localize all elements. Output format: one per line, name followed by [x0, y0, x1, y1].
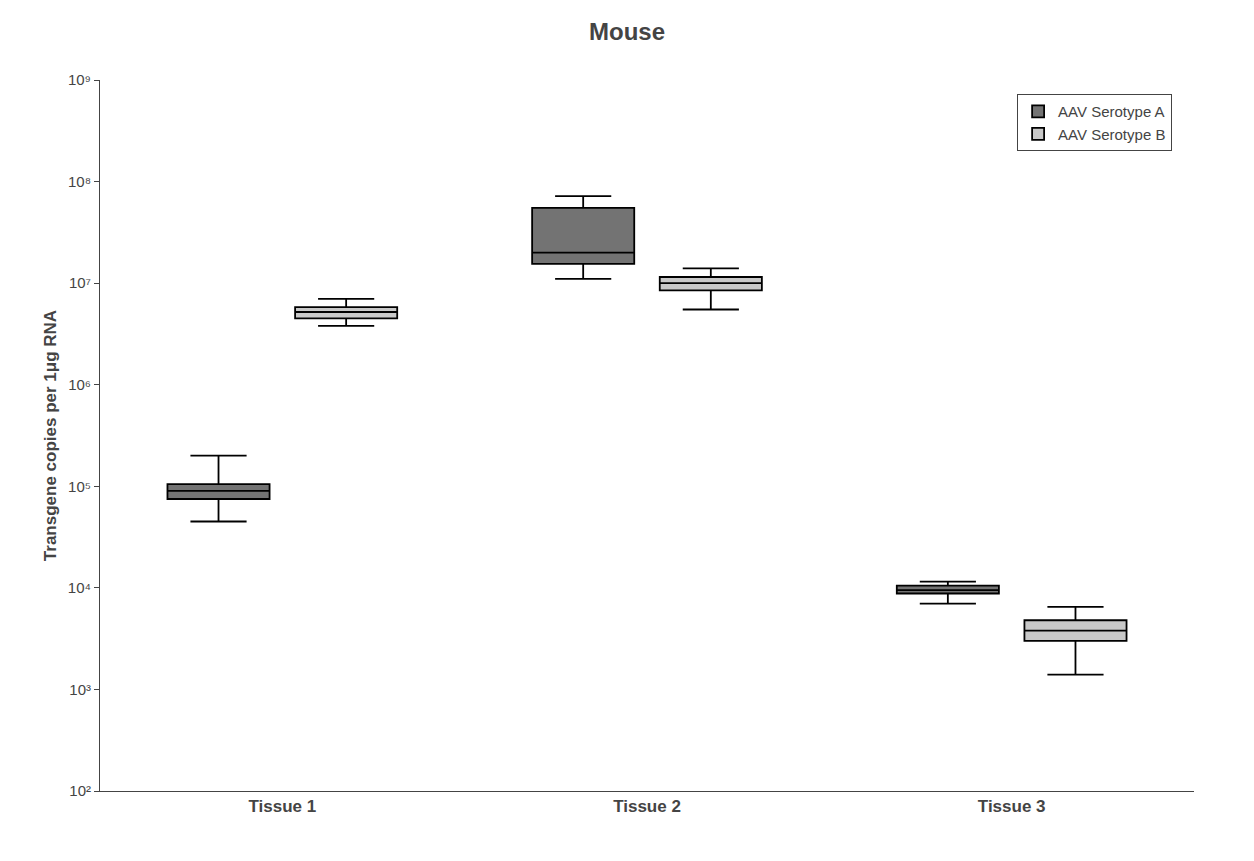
svg-text:10⁶: 10⁶ [68, 376, 91, 393]
svg-text:10³: 10³ [69, 681, 91, 698]
svg-text:AAV Serotype B: AAV Serotype B [1058, 126, 1165, 143]
svg-text:10⁴: 10⁴ [68, 579, 91, 596]
svg-text:10⁹: 10⁹ [68, 71, 91, 88]
svg-text:Tissue 2: Tissue 2 [613, 797, 681, 816]
svg-text:AAV Serotype A: AAV Serotype A [1058, 103, 1164, 120]
svg-text:Tissue 3: Tissue 3 [978, 797, 1046, 816]
svg-text:10⁷: 10⁷ [69, 274, 91, 291]
svg-text:Transgene copies per 1μg RNA: Transgene copies per 1μg RNA [41, 310, 60, 561]
svg-text:Tissue 1: Tissue 1 [248, 797, 316, 816]
svg-text:10⁵: 10⁵ [68, 478, 91, 495]
svg-text:10⁸: 10⁸ [68, 173, 91, 190]
svg-text:Mouse: Mouse [589, 18, 665, 45]
svg-text:10²: 10² [69, 782, 91, 799]
